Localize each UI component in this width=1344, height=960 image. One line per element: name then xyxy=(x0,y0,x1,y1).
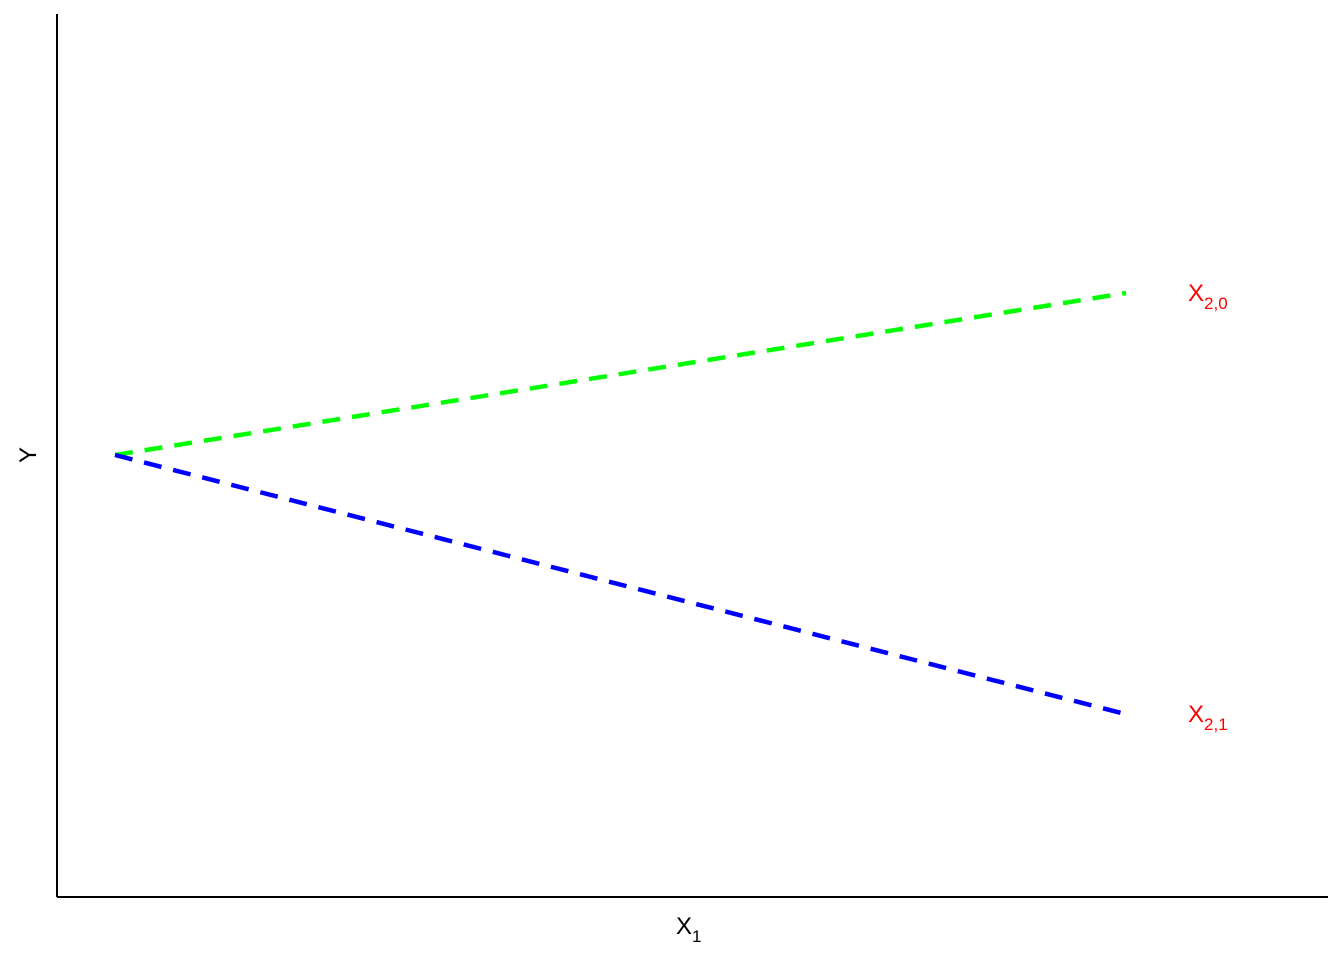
series-line-1 xyxy=(114,452,1127,717)
series-label-0: X2,0 xyxy=(1188,280,1228,313)
series-label-1: X2,1 xyxy=(1188,701,1228,734)
series-label-layer: X2,0X2,1 xyxy=(1188,280,1228,734)
series-label-main-0: X xyxy=(1188,280,1204,307)
series-label-main-1: X xyxy=(1188,701,1204,728)
series-layer xyxy=(114,290,1127,717)
series-label-subscript-0: 2,0 xyxy=(1204,294,1228,313)
series-label-subscript-1: 2,1 xyxy=(1204,715,1228,734)
x-axis-label: X1 xyxy=(676,913,701,946)
y-axis-label: Y xyxy=(15,447,42,463)
series-line-0 xyxy=(114,290,1127,458)
x-axis-label-subscript: 1 xyxy=(692,927,701,946)
